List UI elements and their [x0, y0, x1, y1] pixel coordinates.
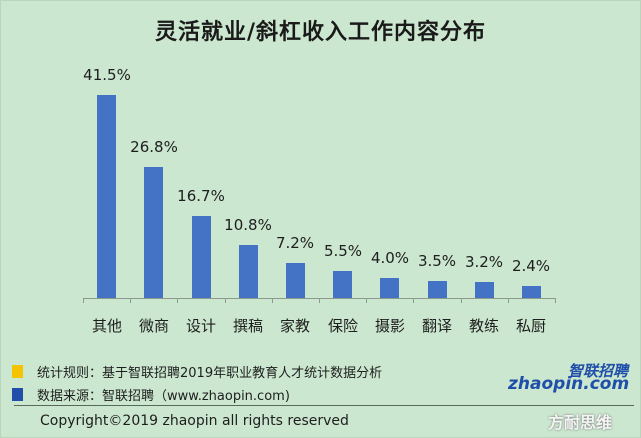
- bar-value-label: 4.0%: [370, 249, 410, 267]
- bar-value-label: 5.5%: [323, 242, 363, 260]
- bar-value-label: 10.8%: [224, 216, 272, 234]
- x-axis-tick: [555, 298, 556, 303]
- category-label: 私厨: [515, 317, 546, 335]
- bar-value-label: 41.5%: [83, 66, 131, 84]
- bar-value-label: 16.7%: [177, 187, 225, 205]
- legend-label: 数据来源：智联招聘（www.zhaopin.com): [37, 389, 290, 404]
- x-axis-tick: [225, 298, 226, 303]
- bar-chart: 41.5% 其他 26.8% 微商 16.7% 设计 10.8% 撰稿 7.2% 家教 5.5% 保险…: [83, 66, 556, 335]
- bar: [380, 278, 399, 298]
- footer-divider: [14, 405, 634, 406]
- x-axis-tick: [177, 298, 178, 303]
- logo-chinese-text: 智联招聘: [567, 362, 628, 380]
- bar: [192, 216, 211, 298]
- bar: [475, 282, 494, 298]
- category-label: 家教: [279, 317, 310, 335]
- x-axis-tick: [461, 298, 462, 303]
- x-axis-tick: [83, 298, 84, 303]
- bar-value-label: 3.5%: [417, 252, 457, 270]
- bar: [144, 167, 163, 298]
- chart-title: 灵活就业/斜杠收入工作内容分布: [154, 20, 487, 45]
- category-label: 撰稿: [232, 317, 263, 335]
- x-axis-tick: [319, 298, 320, 303]
- blue-square-icon: [12, 388, 23, 401]
- legend-label: 统计规则：基于智联招聘2019年职业教育人才统计数据分析: [37, 366, 383, 381]
- bar-value-label: 26.8%: [130, 138, 178, 156]
- category-label: 翻译: [421, 317, 452, 335]
- bar: [333, 271, 352, 298]
- category-label: 摄影: [374, 317, 405, 335]
- x-axis-tick: [508, 298, 509, 303]
- category-label: 微商: [138, 317, 169, 335]
- x-axis-tick: [272, 298, 273, 303]
- bar: [286, 263, 305, 298]
- bar: [428, 281, 447, 298]
- bar: [97, 95, 116, 298]
- watermark-text: 方耐思维: [548, 413, 613, 432]
- x-axis-tick: [130, 298, 131, 303]
- category-label: 其他: [91, 317, 122, 335]
- x-axis-tick: [413, 298, 414, 303]
- x-axis-tick: [366, 298, 367, 303]
- bar: [522, 286, 541, 298]
- bar-value-label: 2.4%: [511, 257, 551, 275]
- legend-item-source: 数据来源：智联招聘（www.zhaopin.com): [12, 385, 290, 404]
- zhaopin-logo: 智联招聘 zhaopin.com: [508, 360, 630, 400]
- copyright-text: Copyright©2019 zhaopin all rights reserv…: [40, 413, 349, 429]
- category-label: 教练: [468, 317, 499, 335]
- bar: [239, 245, 258, 298]
- bar-value-label: 3.2%: [464, 253, 504, 271]
- category-label: 设计: [185, 317, 216, 335]
- category-label: 保险: [327, 317, 358, 335]
- legend-item-rules: 统计规则：基于智联招聘2019年职业教育人才统计数据分析: [12, 362, 382, 381]
- yellow-square-icon: [12, 365, 23, 378]
- logo-english-text: zhaopin.com: [508, 374, 630, 394]
- bar-value-label: 7.2%: [275, 234, 315, 252]
